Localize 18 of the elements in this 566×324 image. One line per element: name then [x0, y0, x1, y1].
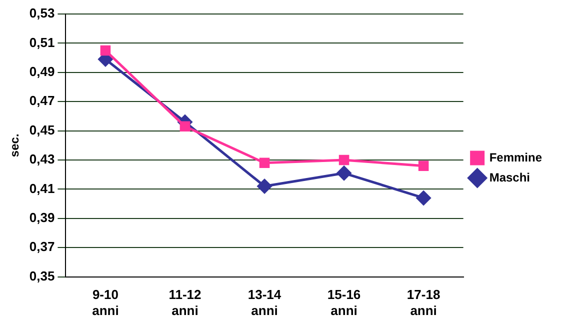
x-tick-label: 13-14 anni	[248, 287, 282, 318]
x-tick-label: 11-12 anni	[168, 287, 202, 318]
y-tick-label: 0,47	[29, 93, 55, 108]
y-tick-label: 0,37	[29, 239, 55, 254]
legend-label: Femmine	[489, 150, 542, 164]
y-tick-label: 0,35	[29, 268, 55, 284]
y-tick-label: 0,43	[29, 152, 55, 167]
legend-label: Maschi	[489, 170, 530, 184]
x-tick-label: 9-10 anni	[92, 287, 119, 318]
x-tick-label: 17-18 anni	[406, 287, 440, 318]
y-tick-label: 0,53	[29, 6, 55, 21]
y-tick-label: 0,45	[29, 122, 55, 138]
y-tick-label: 0,41	[29, 180, 55, 196]
y-tick-label: 0,39	[29, 210, 55, 225]
x-tick-label: 15-16 anni	[327, 287, 361, 318]
y-tick-label: 0,51	[29, 34, 55, 50]
y-axis-title: sec.	[8, 134, 22, 158]
y-tick-label: 0,49	[29, 64, 55, 79]
